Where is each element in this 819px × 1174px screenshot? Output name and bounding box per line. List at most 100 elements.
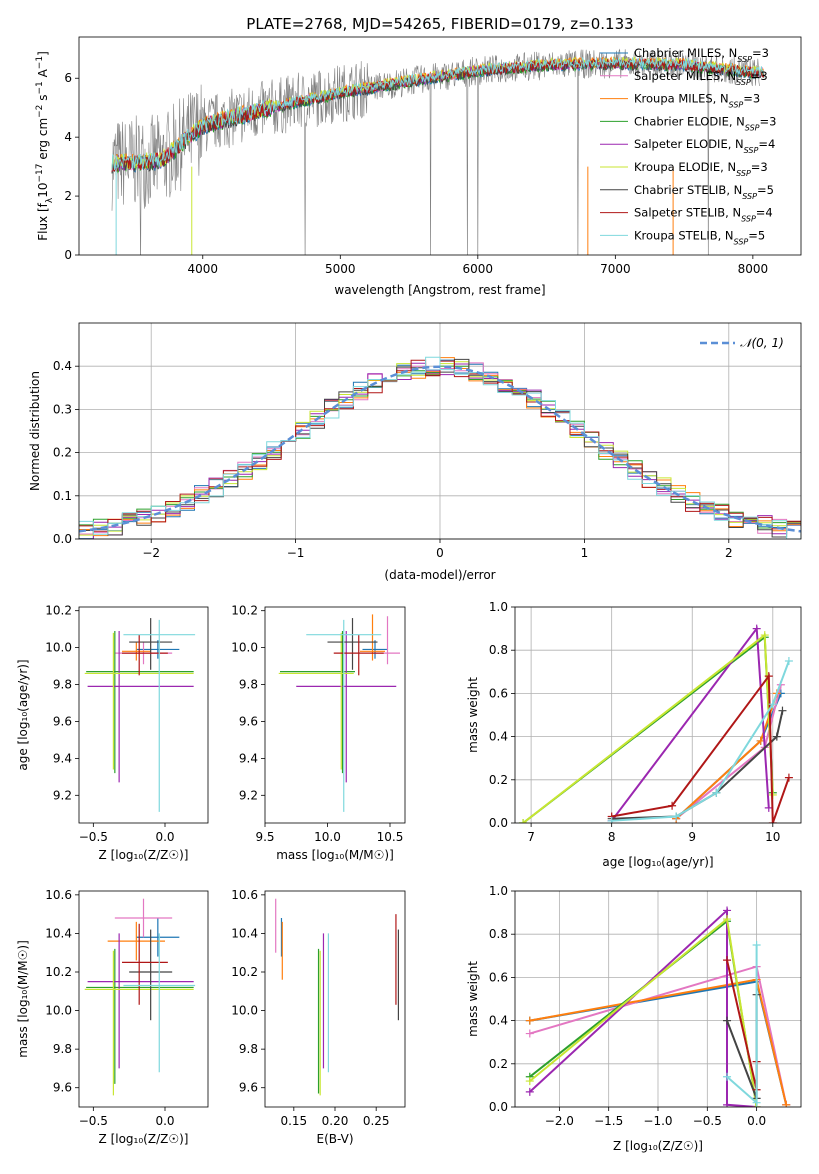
y-tick-label: 10.0	[45, 1004, 72, 1018]
model-spectrum-line	[111, 56, 765, 171]
y-tick-label: 0.0	[489, 1100, 508, 1114]
plot-frame	[78, 36, 802, 256]
y-tick-label: 10.2	[45, 965, 72, 979]
y-tick-label: 9.6	[239, 1081, 258, 1095]
y-tick-label: 10.2	[45, 604, 72, 618]
x-tick-label: −0.5	[693, 1114, 722, 1128]
x-tick-label: 7	[527, 830, 535, 844]
series-line	[610, 625, 770, 822]
x-tick-label: 0.0	[155, 830, 174, 844]
errorbar-point	[114, 898, 173, 938]
x-tick-label: 10.0	[314, 830, 341, 844]
errorbar-point	[122, 923, 168, 1005]
y-axis-label: mass weight	[466, 677, 480, 753]
y-tick-label: 6	[64, 71, 72, 85]
mass-weight-axes: −2.0 −1.5 −1.0 −0.5 0.0 0.0 0.2 0.4 0.6 0.8 1.0 Z […	[466, 884, 802, 1153]
y-axis-label: mass weight	[466, 961, 480, 1037]
errorbar-point	[280, 631, 355, 774]
errorbar-point	[375, 616, 400, 665]
x-axis-label: Z [log₁₀(Z/Z☉)]	[99, 848, 189, 862]
x-axis-label: (data-model)/error	[384, 568, 495, 582]
histogram-step-line	[79, 356, 801, 539]
y-tick-label: 10.4	[231, 926, 258, 940]
series-marker	[764, 672, 773, 681]
y-axis-label-part: Flux [f	[36, 202, 50, 240]
x-tick-label: 10.5	[377, 830, 404, 844]
y-tick-label: 0.3	[53, 402, 72, 416]
x-tick-label: 9.5	[255, 830, 274, 844]
legend-entry: Chabrier ELODIE, NSSP=3	[634, 114, 776, 131]
series-line	[529, 908, 757, 1107]
y-tick-label: 10.0	[231, 641, 258, 655]
series-marker	[672, 812, 681, 821]
legend-label: Salpeter ELODIE, N	[634, 137, 744, 151]
figure-title: PLATE=2768, MJD=54265, FIBERID=0179, z=0…	[246, 15, 633, 33]
x-tick-label: 4000	[187, 262, 218, 276]
legend-suffix: =3	[743, 92, 760, 106]
x-tick-label: −1	[287, 546, 305, 560]
x-tick-label: −1.0	[643, 1114, 672, 1128]
mass-weight-axes: 7 8 9 10 0.0 0.2 0.4 0.6 0.8 1.0 age [log₁₀(age/yr…	[466, 600, 802, 869]
y-tick-label: 0.2	[489, 1057, 508, 1071]
y-tick-label: 1.0	[489, 884, 508, 898]
y-axis-label: Flux [fλ10−17 erg cm−2 s−1 A−1]	[35, 51, 55, 241]
x-tick-label: 0.0	[747, 1114, 766, 1128]
histogram-plot	[79, 356, 801, 539]
x-tick-label: −2	[142, 546, 160, 560]
y-axis-label-part: −17	[35, 164, 45, 183]
legend-suffix: =3	[751, 160, 768, 174]
y-tick-label: 0.0	[489, 816, 508, 830]
y-tick-label: 9.2	[53, 788, 72, 802]
errorbar-point	[362, 640, 388, 659]
legend-sub: SSP	[729, 100, 744, 109]
errorbar-point	[278, 632, 354, 770]
y-tick-label: 4	[64, 130, 72, 144]
plot-frame	[264, 606, 406, 824]
y-tick-label: 0.4	[53, 359, 72, 373]
errorbar-point	[136, 918, 180, 957]
legend-sub: SSP	[736, 77, 751, 86]
x-tick-label: 0.20	[322, 1114, 349, 1128]
y-axis-label-part: erg cm	[36, 118, 50, 164]
y-axis-label-part: −2	[35, 105, 45, 118]
y-axis-label-part: −1	[35, 81, 45, 94]
series-marker	[772, 732, 781, 741]
y-tick-label: 0	[64, 248, 72, 262]
y-axis-label: age [log₁₀(age/yr)]	[16, 659, 30, 770]
series-marker	[723, 1100, 732, 1107]
plot-frame	[264, 890, 406, 1108]
plot-frame	[78, 322, 802, 540]
series-marker	[668, 801, 677, 810]
legend-suffix: =5	[748, 228, 765, 242]
mass-weight-plot	[525, 906, 791, 1107]
errorbar-point	[123, 619, 196, 812]
legend-suffix: =4	[758, 137, 775, 151]
errorbar-plot	[84, 618, 196, 812]
y-tick-label: 1.0	[489, 600, 508, 614]
errorbar-point	[122, 634, 168, 676]
legend-entry: Salpeter ELODIE, NSSP=4	[634, 137, 775, 155]
y-tick-label: 9.6	[53, 714, 72, 728]
y-axis-label-part: A	[36, 68, 50, 81]
y-tick-label: 0.6	[489, 970, 508, 984]
y-tick-label: 0.0	[53, 532, 72, 546]
legend-sub: SSP	[741, 214, 756, 223]
mass-weight-plot	[519, 624, 793, 823]
plot-frame	[78, 606, 209, 824]
y-tick-label: 9.8	[239, 1042, 258, 1056]
x-axis-label: Z [log₁₀(Z/Z☉)]	[99, 1132, 189, 1146]
series-line	[529, 917, 758, 1107]
x-tick-label: 8000	[738, 262, 769, 276]
errorbar-axes: 0.15 0.20 0.25 9.6 9.8 10.0 10.2 10.4 10.6 E(B-V)	[231, 888, 406, 1146]
errorbar-point	[129, 618, 173, 670]
legend-entry: Salpeter MILES, NSSP=3	[634, 69, 768, 87]
legend-entry: Kroupa ELODIE, NSSP=3	[634, 160, 768, 178]
legend-sub: SSP	[742, 191, 757, 200]
series-marker	[712, 788, 721, 797]
y-tick-label: 0.6	[489, 686, 508, 700]
y-tick-label: 0.2	[53, 446, 72, 460]
series-marker	[723, 915, 732, 924]
errorbar-point	[129, 929, 173, 1021]
y-tick-label: 0.4	[489, 730, 508, 744]
